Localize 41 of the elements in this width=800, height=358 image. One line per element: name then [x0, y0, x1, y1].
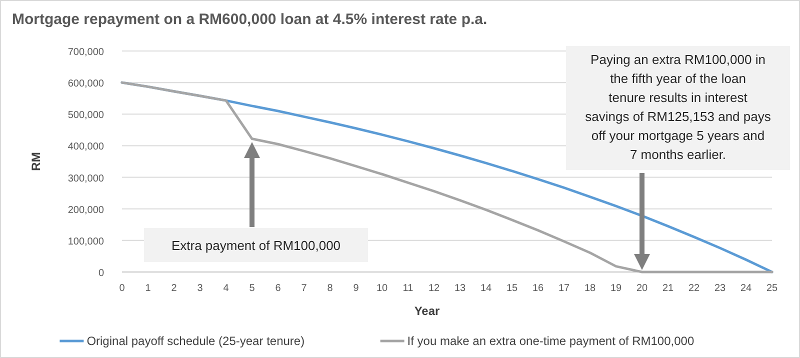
x-tick-label: 22 — [688, 283, 700, 294]
x-tick-label: 12 — [428, 283, 440, 294]
x-tick-label: 25 — [766, 283, 778, 294]
x-tick-label: 5 — [249, 283, 256, 294]
y-tick-label: 200,000 — [68, 204, 104, 216]
annotation: Extra payment of RM100,000 — [171, 238, 341, 253]
x-tick-label: 13 — [454, 283, 466, 294]
x-tick-label: 9 — [353, 283, 360, 294]
x-tick-label: 1 — [145, 283, 152, 294]
x-tick-label: 19 — [610, 283, 622, 294]
x-axis-title: Year — [414, 304, 440, 318]
x-tick-label: 0 — [119, 283, 126, 294]
x-tick-label: 10 — [376, 283, 388, 294]
x-tick-label: 18 — [584, 283, 596, 294]
y-tick-label: 500,000 — [68, 110, 104, 122]
x-tick-label: 15 — [506, 283, 518, 294]
x-tick-label: 8 — [327, 283, 334, 294]
y-tick-label: 400,000 — [68, 142, 104, 153]
x-tick-label: 6 — [275, 283, 282, 294]
x-tick-label: 3 — [197, 283, 204, 294]
y-tick-label: 0 — [98, 268, 104, 279]
y-tick-label: 300,000 — [68, 173, 104, 184]
x-tick-label: 24 — [740, 283, 752, 294]
x-tick-label: 7 — [301, 283, 308, 294]
x-tick-label: 17 — [558, 283, 570, 294]
x-tick-label: 20 — [636, 283, 648, 294]
x-tick-label: 14 — [480, 283, 492, 294]
y-tick-label: 600,000 — [68, 78, 104, 90]
y-tick-label: 700,000 — [68, 47, 104, 58]
legend-label: Original payoff schedule (25-year tenure) — [86, 334, 305, 348]
x-tick-label: 11 — [402, 283, 414, 294]
y-tick-label: 100,000 — [68, 236, 104, 248]
legend-label: If you make an extra one-time payment of RM100,000 — [407, 334, 694, 348]
x-tick-label: 4 — [223, 283, 230, 294]
x-tick-label: 2 — [171, 283, 178, 294]
annotation: Paying an extra RM100,000 in the fifth year of the loan tenure results in interest savings of RM125,153 and pays off your mortgage 5 years and 7 months earlier. — [585, 52, 772, 162]
x-tick-label: 16 — [532, 283, 544, 294]
y-axis-title: RM — [29, 152, 43, 171]
chart-title: Mortgage repayment on a RM600,000 loan at 4.5% interest rate p.a. — [12, 11, 488, 28]
x-tick-label: 21 — [662, 283, 674, 294]
x-tick-label: 23 — [714, 283, 726, 294]
